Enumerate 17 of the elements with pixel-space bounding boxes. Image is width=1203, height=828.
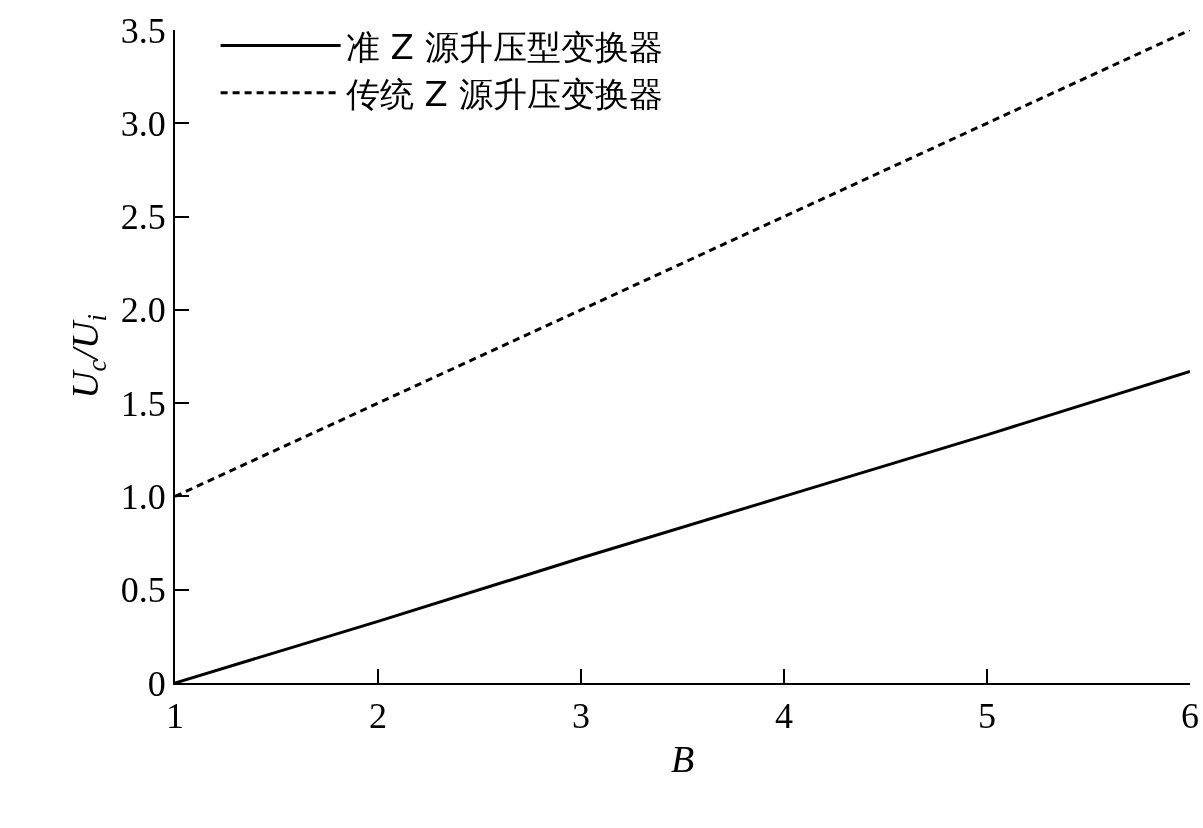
x-tick-label: 4 bbox=[775, 696, 793, 737]
y-tick-label: 3.0 bbox=[120, 103, 166, 144]
x-tick-label: 2 bbox=[369, 696, 387, 737]
x-tick-label: 6 bbox=[1181, 696, 1199, 737]
x-axis-title: B bbox=[670, 737, 695, 780]
x-tick-label: 5 bbox=[978, 696, 996, 737]
y-tick-label: 2.0 bbox=[120, 290, 166, 331]
legend-label: 准 Z 源升压型变换器 bbox=[345, 26, 663, 67]
x-tick-label: 1 bbox=[166, 696, 184, 737]
y-tick-label: 0 bbox=[147, 663, 166, 704]
x-tick-label: 3 bbox=[572, 696, 590, 737]
y-tick-label: 3.5 bbox=[120, 10, 166, 51]
y-tick-label: 1.5 bbox=[120, 383, 166, 424]
y-tick-label: 1.0 bbox=[120, 477, 166, 518]
y-tick-label: 2.5 bbox=[120, 197, 166, 238]
y-tick-label: 0.5 bbox=[120, 570, 166, 611]
legend-label: 传统 Z 源升压变换器 bbox=[345, 74, 663, 114]
